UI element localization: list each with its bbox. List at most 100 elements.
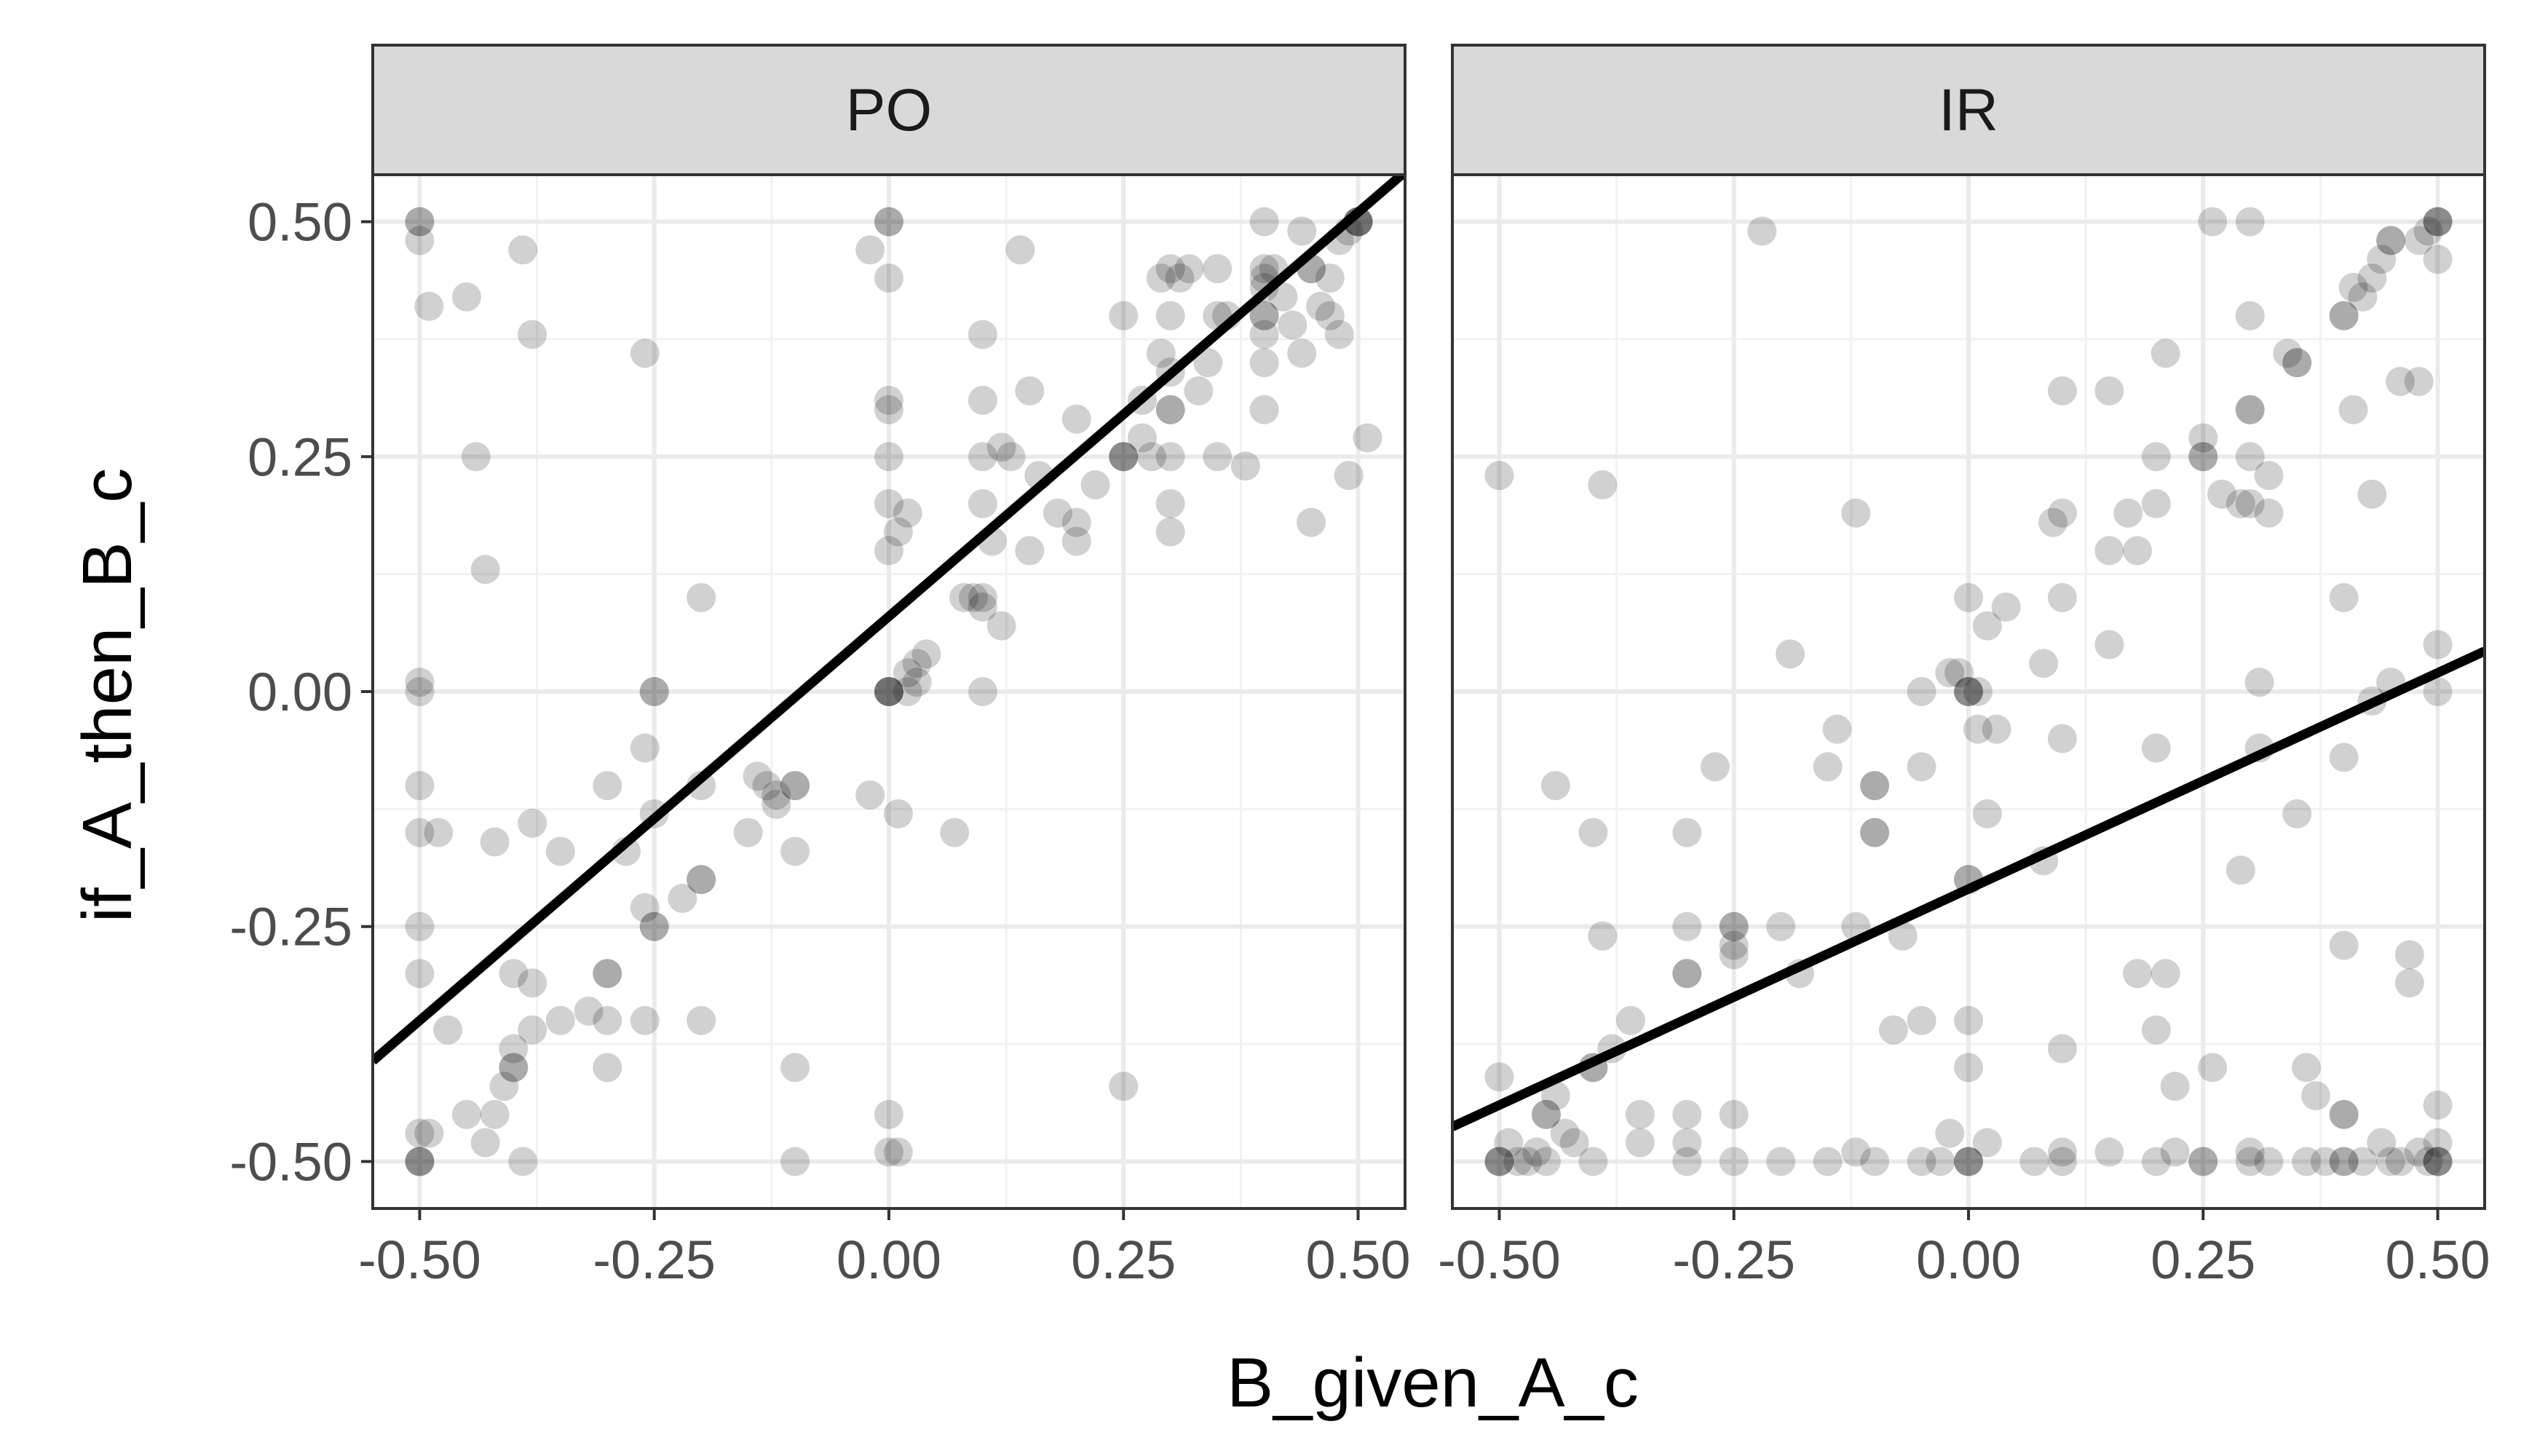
data-point-po xyxy=(545,836,575,866)
data-point-po xyxy=(883,1137,913,1167)
data-point-po xyxy=(518,320,547,349)
data-point-ir xyxy=(2357,264,2387,293)
data-point-ir xyxy=(1888,921,1918,951)
data-point-po xyxy=(405,911,435,941)
data-point-ir xyxy=(1907,1147,1936,1176)
data-point-ir xyxy=(2329,1147,2359,1176)
data-point-po xyxy=(639,911,669,941)
data-point-po xyxy=(1249,207,1279,237)
data-point-ir xyxy=(2329,930,2359,960)
data-point-po xyxy=(855,780,885,810)
y-tick-label: -0.25 xyxy=(229,897,352,957)
x-tick-label: 0.50 xyxy=(1306,1230,1411,1290)
data-point-po xyxy=(874,207,903,237)
data-point-po xyxy=(996,442,1026,472)
data-point-ir xyxy=(1672,959,1702,989)
data-point-po xyxy=(639,911,669,941)
data-point-po xyxy=(1287,339,1317,368)
data-point-po xyxy=(986,432,1016,462)
data-point-ir xyxy=(1625,1128,1655,1158)
data-point-ir xyxy=(2423,207,2453,237)
data-point-ir xyxy=(1841,1137,1871,1167)
data-point-po xyxy=(1155,517,1185,547)
data-point-po xyxy=(874,488,903,518)
data-point-po xyxy=(1315,264,1345,293)
x-tick-label: -0.25 xyxy=(1672,1230,1795,1290)
data-point-ir xyxy=(2047,724,2077,753)
data-point-po xyxy=(405,226,435,256)
data-point-ir xyxy=(1672,911,1702,941)
data-point-ir xyxy=(2141,1015,2171,1045)
data-point-po xyxy=(499,1053,529,1083)
data-point-ir xyxy=(2188,1147,2218,1176)
data-point-po xyxy=(687,865,716,895)
data-point-po xyxy=(874,264,903,293)
data-point-ir xyxy=(2235,395,2265,424)
data-point-ir xyxy=(1954,1053,1983,1083)
data-point-po xyxy=(405,818,435,847)
data-point-ir xyxy=(2282,348,2312,378)
data-point-po xyxy=(489,1072,519,1101)
x-tick-label: 0.25 xyxy=(1071,1230,1176,1290)
data-point-ir xyxy=(2198,1053,2228,1083)
data-point-po xyxy=(1193,348,1223,378)
data-point-ir xyxy=(2423,245,2453,274)
data-point-ir xyxy=(1615,1005,1645,1035)
data-point-ir xyxy=(1972,1128,2002,1158)
data-point-po xyxy=(874,677,903,706)
data-point-ir xyxy=(2207,479,2237,509)
x-axis-ticks: -0.50 -0.25 0.00 0.25 0.50 -0.50 -0.25 0.00 0.25… xyxy=(358,1208,2490,1290)
data-point-ir xyxy=(2273,339,2303,368)
data-point-ir xyxy=(1841,498,1871,528)
data-point-ir xyxy=(1954,1147,1983,1176)
data-point-ir xyxy=(2413,216,2443,246)
data-point-ir xyxy=(1776,639,1805,669)
data-point-po xyxy=(986,611,1016,641)
data-point-ir xyxy=(2225,855,2255,885)
data-point-ir xyxy=(1588,921,1618,951)
data-point-ir xyxy=(2160,1137,2190,1167)
data-point-ir xyxy=(1860,818,1890,847)
data-point-ir xyxy=(2282,799,2312,828)
data-point-po xyxy=(1249,254,1279,284)
data-point-ir xyxy=(2038,507,2068,537)
data-point-ir xyxy=(2151,339,2180,368)
data-point-po xyxy=(911,639,941,669)
data-point-ir xyxy=(2141,1147,2171,1176)
data-point-po xyxy=(968,488,997,518)
data-point-ir xyxy=(1550,1118,1580,1148)
data-point-po xyxy=(893,677,922,706)
data-point-ir xyxy=(2292,1053,2322,1083)
data-point-po xyxy=(424,818,454,847)
data-point-po xyxy=(968,385,997,415)
data-point-ir xyxy=(1860,818,1890,847)
y-tick-label: -0.50 xyxy=(229,1131,352,1192)
data-point-po xyxy=(780,771,810,801)
data-point-po xyxy=(940,818,970,847)
data-point-po xyxy=(874,677,903,706)
data-point-ir xyxy=(2329,301,2359,331)
data-point-ir xyxy=(1935,658,1965,688)
data-point-po xyxy=(743,761,772,791)
data-point-ir xyxy=(2423,1128,2453,1158)
data-point-po xyxy=(405,771,435,801)
data-point-ir xyxy=(2094,376,2124,405)
data-point-ir xyxy=(2348,282,2378,312)
data-point-po xyxy=(508,235,538,265)
data-point-ir xyxy=(1719,911,1749,941)
facet-label-po: PO xyxy=(846,77,932,143)
data-point-ir xyxy=(2329,1099,2359,1129)
data-point-po xyxy=(761,780,791,810)
data-point-po xyxy=(1109,1072,1139,1101)
data-point-po xyxy=(855,235,885,265)
data-point-po xyxy=(874,1137,903,1167)
data-point-po xyxy=(687,582,716,612)
data-point-po xyxy=(1155,488,1185,518)
data-point-ir xyxy=(1540,771,1570,801)
data-point-ir xyxy=(2235,301,2265,331)
data-point-po xyxy=(1015,376,1045,405)
data-point-po xyxy=(630,339,660,368)
data-point-po xyxy=(874,677,903,706)
data-point-ir xyxy=(1719,1099,1749,1129)
data-point-ir xyxy=(2235,207,2265,237)
